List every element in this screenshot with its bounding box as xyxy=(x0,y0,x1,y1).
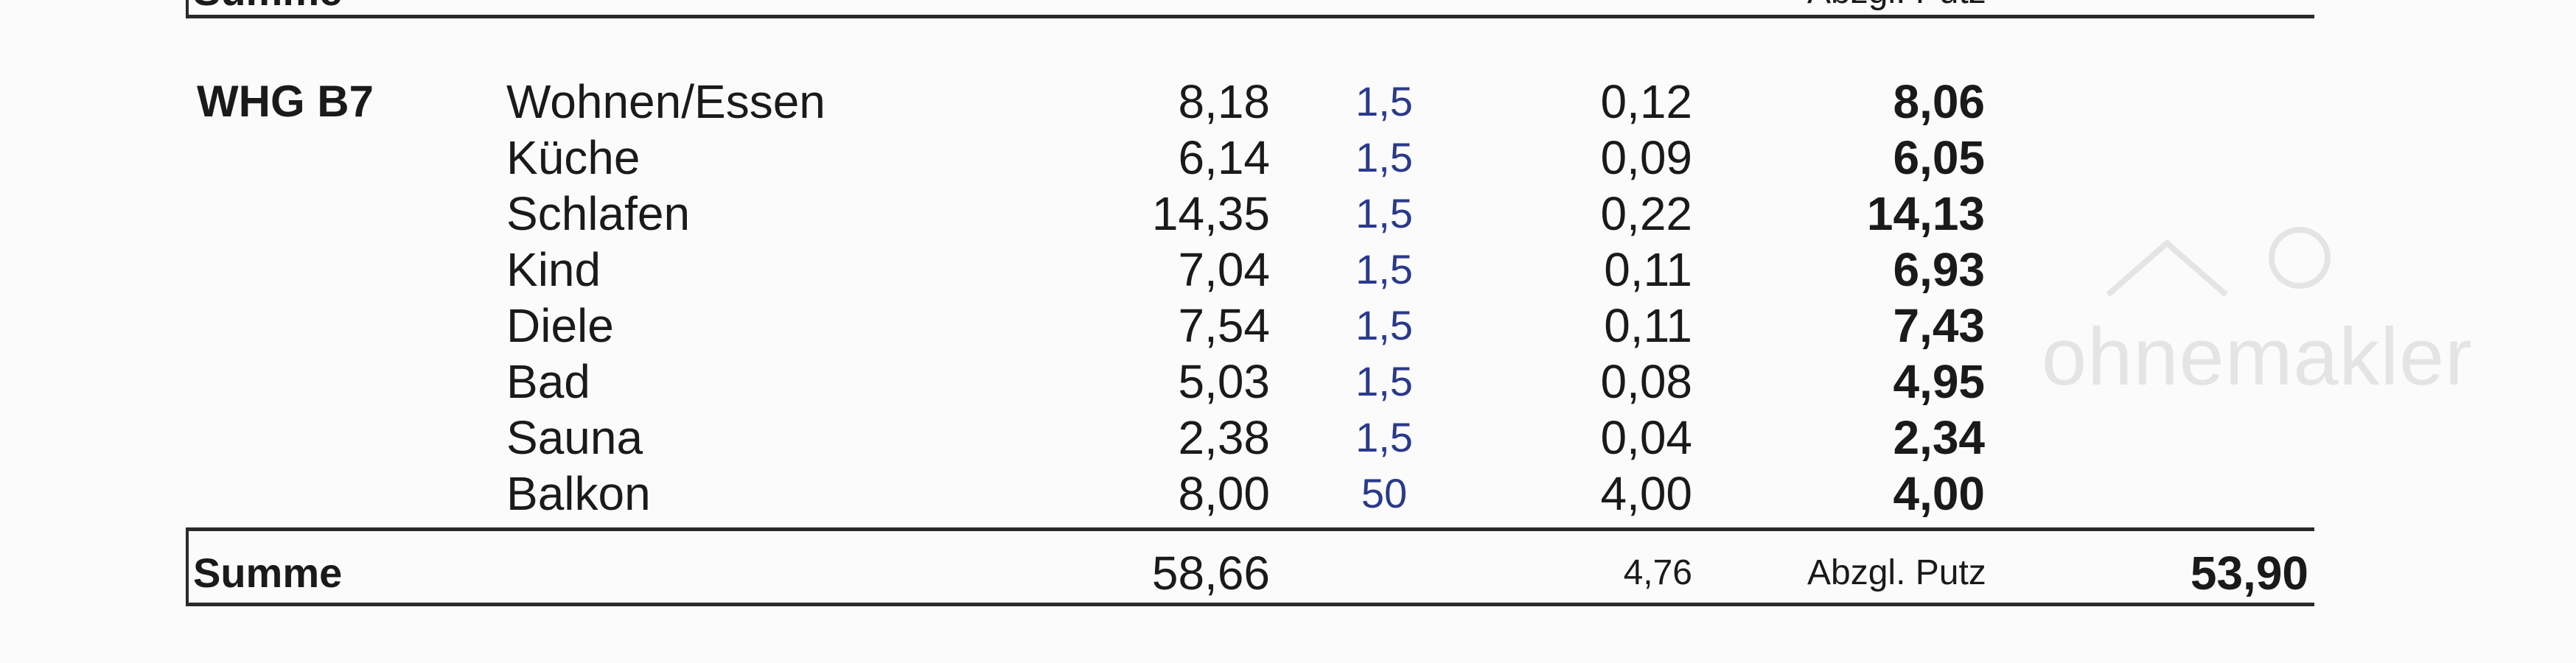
total-box-bottom-rule xyxy=(186,603,2314,606)
apartment-heading-row: WHG B7 xyxy=(0,74,2576,130)
room-name: Bad xyxy=(506,355,590,408)
room-factor: 1,5 xyxy=(1355,190,1413,236)
previous-summe-label: Summe xyxy=(193,0,342,13)
room-deduction: 4,00 xyxy=(1600,467,1692,520)
room-deduction: 0,08 xyxy=(1600,355,1692,408)
room-name: Schlafen xyxy=(506,187,691,240)
room-deduction: 0,11 xyxy=(1604,299,1692,352)
room-row: Balkon 8,00 50 4,00 4,00 xyxy=(0,466,2576,522)
room-area: 2,38 xyxy=(1178,411,1270,464)
room-row: Diele 7,54 1,5 0,11 7,43 xyxy=(0,298,2576,354)
room-name: Küche xyxy=(506,131,640,184)
room-net: 2,34 xyxy=(1893,411,1985,464)
apartment-name: WHG B7 xyxy=(197,77,374,126)
room-row: Wohnen/Essen 8,18 1,5 0,12 8,06 xyxy=(0,74,2576,130)
room-factor: 1,5 xyxy=(1355,246,1413,292)
room-row: Sauna 2,38 1,5 0,04 2,34 xyxy=(0,410,2576,466)
previous-box-left-border xyxy=(186,0,189,16)
room-area: 7,54 xyxy=(1178,299,1270,352)
total-net: 53,90 xyxy=(2190,547,2308,600)
room-name: Wohnen/Essen xyxy=(506,75,825,128)
room-net: 6,05 xyxy=(1893,131,1985,184)
room-area: 6,14 xyxy=(1178,131,1270,184)
previous-box-bottom-rule xyxy=(186,15,2314,18)
room-factor: 1,5 xyxy=(1355,414,1413,460)
abzgl-putz-note: Abzgl. Putz xyxy=(1807,553,1986,592)
room-area: 8,00 xyxy=(1178,467,1270,520)
room-net: 4,00 xyxy=(1893,467,1985,520)
room-net: 7,43 xyxy=(1893,299,1985,352)
room-name: Kind xyxy=(506,243,601,296)
room-deduction: 0,22 xyxy=(1600,187,1692,240)
room-row: Schlafen 14,35 1,5 0,22 14,13 xyxy=(0,186,2576,242)
room-net: 6,93 xyxy=(1893,243,1985,296)
room-factor: 50 xyxy=(1361,470,1408,516)
total-box-left-border xyxy=(186,527,189,604)
room-factor: 1,5 xyxy=(1355,134,1413,180)
room-area: 8,18 xyxy=(1178,75,1270,128)
room-factor: 1,5 xyxy=(1355,78,1413,124)
room-net: 4,95 xyxy=(1893,355,1985,408)
room-factor: 1,5 xyxy=(1355,302,1413,348)
total-label: Summe xyxy=(193,550,343,596)
room-area: 14,35 xyxy=(1151,187,1270,240)
room-net: 8,06 xyxy=(1893,75,1985,128)
total-deduction: 4,76 xyxy=(1623,553,1692,592)
total-box-top-rule xyxy=(186,527,2314,531)
room-area: 7,04 xyxy=(1178,243,1270,296)
room-deduction: 0,11 xyxy=(1604,243,1692,296)
house-watermark-icon xyxy=(2106,227,2331,298)
watermark-text: ohnemakler xyxy=(2042,312,2473,402)
room-row: Kind 7,04 1,5 0,11 6,93 xyxy=(0,242,2576,298)
room-factor: 1,5 xyxy=(1355,358,1413,404)
room-deduction: 0,12 xyxy=(1600,75,1692,128)
room-name: Balkon xyxy=(506,467,651,520)
previous-abzgl-putz-note: Abzgl. Putz xyxy=(1807,0,1986,10)
room-row: Bad 5,03 1,5 0,08 4,95 xyxy=(0,354,2576,410)
room-area: 5,03 xyxy=(1178,355,1270,408)
room-row: Küche 6,14 1,5 0,09 6,05 xyxy=(0,130,2576,186)
room-deduction: 0,04 xyxy=(1600,411,1692,464)
total-area: 58,66 xyxy=(1151,547,1270,600)
total-row: Summe 58,66 4,76 Abzgl. Putz 53,90 xyxy=(0,545,2576,601)
room-name: Diele xyxy=(506,299,614,352)
room-name: Sauna xyxy=(506,411,643,464)
room-net: 14,13 xyxy=(1866,187,1985,240)
room-deduction: 0,09 xyxy=(1600,131,1692,184)
